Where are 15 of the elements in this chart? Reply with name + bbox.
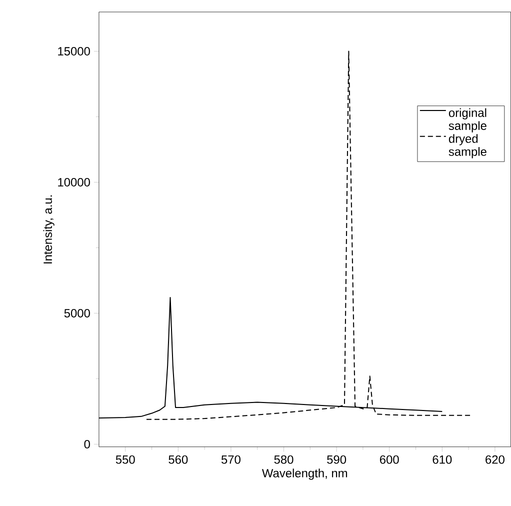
x-tick-label: 550	[116, 455, 135, 464]
x-tick-label: 560	[168, 455, 188, 464]
legend-label: dryed sample	[448, 134, 486, 158]
x-tick-label: 570	[221, 455, 240, 464]
x-tick-label: 610	[432, 455, 452, 464]
x-tick-label: 590	[327, 455, 346, 464]
y-tick-label: 10000	[58, 178, 90, 187]
x-tick-label: 620	[486, 455, 504, 464]
y-tick-label: 5000	[64, 309, 90, 318]
x-tick-label: 580	[274, 455, 294, 464]
x-axis-title: Wavelength, nm	[262, 468, 348, 480]
x-tick-label: 600	[380, 455, 399, 464]
y-tick-label: 15000	[58, 47, 90, 56]
y-tick-label: 0	[84, 440, 90, 449]
y-axis-title: Intensity, a.u.	[43, 196, 54, 264]
